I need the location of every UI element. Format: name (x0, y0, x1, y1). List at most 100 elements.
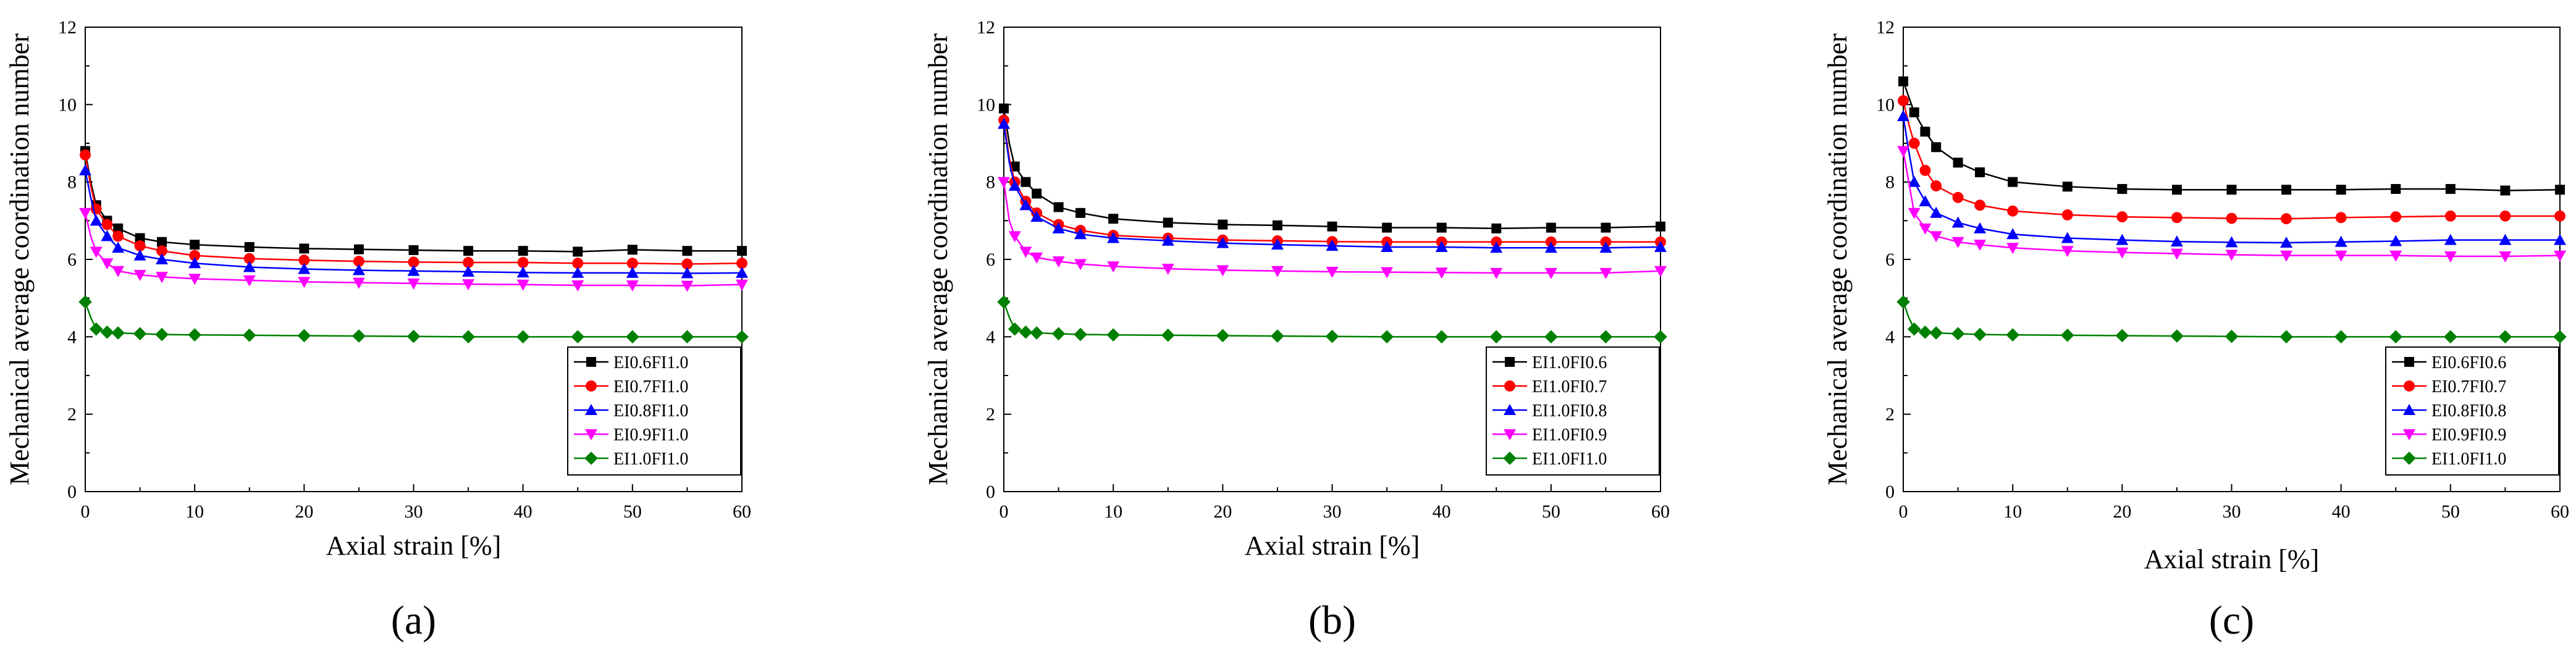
data-point (1490, 267, 1503, 279)
series-line (1902, 81, 2561, 191)
data-point (681, 267, 694, 279)
data-point (1163, 217, 1173, 228)
legend-label: EI0.6FI0.6 (2431, 353, 2506, 372)
data-point (1008, 322, 1022, 336)
data-point (2062, 182, 2073, 192)
data-point (1654, 330, 1667, 344)
x-tick-label: 10 (1104, 501, 1122, 522)
data-point (2555, 185, 2565, 195)
data-point (2499, 210, 2511, 222)
x-tick-label: 40 (514, 501, 532, 522)
series-EI1.0FI1.0 (1896, 295, 2567, 344)
data-point (101, 230, 114, 241)
data-point (134, 240, 146, 252)
data-point (1974, 199, 1985, 211)
data-point (1030, 326, 1043, 340)
data-point (1030, 252, 1043, 264)
data-point (2170, 329, 2184, 343)
data-point (2554, 233, 2566, 245)
data-point (353, 244, 364, 254)
data-point (133, 270, 146, 282)
data-point (2170, 248, 2183, 260)
x-tick-label: 30 (2223, 501, 2241, 522)
data-point (2225, 236, 2238, 248)
data-point (1436, 222, 1447, 233)
data-point (1930, 231, 1943, 243)
data-point (516, 266, 529, 278)
x-axis-label: Axial strain [%] (2144, 544, 2319, 574)
series-EI0.7FI0.7 (1898, 95, 2565, 225)
data-point (2280, 250, 2293, 262)
data-point (1327, 221, 1337, 232)
y-tick-label: 10 (1876, 94, 1895, 115)
data-point (408, 256, 419, 268)
panel-label: (c) (2209, 598, 2254, 643)
data-point (2061, 209, 2073, 220)
y-tick-label: 0 (986, 482, 995, 502)
data-point (2225, 250, 2238, 261)
data-point (998, 177, 1010, 188)
data-point (2117, 183, 2128, 194)
series-line (1902, 115, 2560, 244)
data-point (1074, 327, 1087, 342)
data-point (1161, 329, 1175, 342)
series-EI0.8FI0.8 (1897, 110, 2566, 248)
data-point (1008, 231, 1021, 243)
data-point (90, 214, 103, 226)
data-point (188, 257, 201, 269)
data-point (1491, 223, 1502, 233)
data-point (735, 330, 749, 344)
legend-label: EI0.8FI0.8 (2431, 401, 2506, 421)
data-point (1216, 237, 1229, 248)
x-axis-label: Axial strain [%] (326, 531, 501, 561)
data-point (2007, 205, 2019, 217)
data-point (2444, 251, 2457, 262)
data-point (2006, 228, 2019, 240)
data-point (2281, 185, 2292, 195)
data-point (2116, 211, 2128, 223)
series-EI1.0FI1.0 (78, 295, 749, 344)
legend: EI0.6FI0.6 EI0.7FI0.7 EI0.8FI0.8 EI0.9FI0.9… (2385, 346, 2559, 476)
data-point (2171, 185, 2182, 195)
data-point (111, 326, 125, 340)
y-tick-label: 2 (1885, 405, 1895, 425)
legend-label: EI1.0FI1.0 (613, 450, 688, 469)
data-point (1898, 95, 1909, 107)
data-point (516, 330, 530, 344)
y-tick-label: 6 (67, 250, 77, 270)
data-point (90, 246, 103, 258)
data-point (1434, 330, 1449, 344)
data-point (79, 164, 91, 175)
data-point (157, 237, 167, 247)
data-point (79, 208, 91, 219)
y-tick-label: 12 (58, 17, 77, 38)
data-point (1326, 240, 1339, 251)
data-point (626, 266, 639, 278)
legend-box (1486, 346, 1660, 476)
data-point (1656, 221, 1665, 232)
data-point (1919, 223, 1932, 235)
legend-marker (1505, 357, 1515, 367)
data-point (1161, 234, 1174, 246)
x-tick-label: 40 (2332, 501, 2351, 522)
data-point (1108, 214, 1119, 224)
data-point (1599, 241, 1612, 253)
x-tick-label: 0 (1000, 501, 1009, 522)
data-point (461, 330, 475, 344)
series-EI0.8FI1.0 (79, 164, 748, 279)
data-point (1019, 199, 1032, 211)
data-point (1930, 180, 1942, 191)
legend-marker (1504, 404, 1516, 415)
legend-marker (1504, 429, 1516, 440)
data-point (112, 266, 125, 277)
data-point (1896, 295, 1910, 309)
data-point (1544, 267, 1557, 279)
data-point (1931, 142, 1942, 153)
data-point (2498, 330, 2512, 344)
data-point (299, 243, 309, 254)
x-tick-label: 20 (2113, 501, 2131, 522)
data-point (112, 241, 125, 253)
data-point (681, 258, 693, 270)
data-point (1975, 167, 1985, 177)
